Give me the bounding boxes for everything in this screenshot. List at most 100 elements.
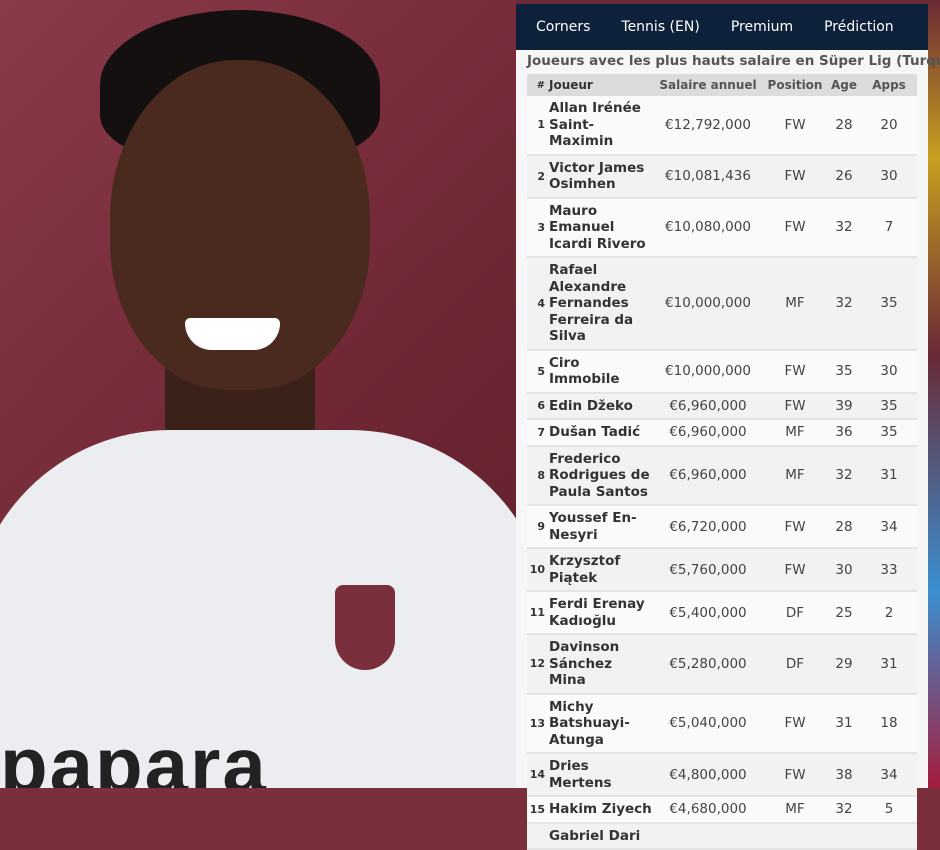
cell-age: 28	[827, 505, 861, 549]
cell-rank: 10	[527, 548, 549, 592]
table-row[interactable]: 4 Rafael Alexandre Fernandes Ferreira da …	[527, 257, 917, 351]
cell-rank: 6	[527, 392, 549, 420]
cell-salary	[653, 822, 763, 850]
cell-position: FW	[763, 197, 827, 258]
cell-position: MF	[763, 445, 827, 506]
cell-age: 30	[827, 548, 861, 592]
table-row[interactable]: 15 Hakim Ziyech €4,680,000 MF 32 5	[527, 796, 917, 824]
cell-rank: 15	[527, 796, 549, 824]
cell-apps	[861, 822, 917, 850]
cell-age: 31	[827, 693, 861, 754]
table-row[interactable]: 2 Victor James Osimhen €10,081,436 FW 26 30	[527, 154, 917, 199]
player-photo: papara	[0, 0, 516, 788]
table-row[interactable]: 12 Davinson Sánchez Mina €5,280,000 DF 29 31	[527, 634, 917, 695]
cell-player-name[interactable]: Gabriel Dari	[549, 822, 653, 850]
nav-premium[interactable]: Premium	[730, 19, 794, 35]
table-row[interactable]: 8 Frederico Rodrigues de Paula Santos €6,9…	[527, 445, 917, 506]
cell-salary: €4,680,000	[653, 796, 763, 824]
table-row[interactable]: 9 Youssef En-Nesyri €6,720,000 FW 28 34	[527, 505, 917, 549]
cell-salary: €4,800,000	[653, 753, 763, 797]
cell-salary: €10,080,000	[653, 197, 763, 258]
salary-table: # Joueur Salaire annuel Position Age App…	[527, 74, 917, 850]
header-position[interactable]: Position	[763, 74, 827, 96]
club-crest-icon	[335, 585, 395, 670]
cell-position: DF	[763, 634, 827, 695]
cell-position: MF	[763, 419, 827, 447]
cell-rank: 1	[527, 96, 549, 156]
table-row[interactable]: 3 Mauro Emanuel Icardi Rivero €10,080,000 F…	[527, 197, 917, 258]
cell-apps: 35	[861, 419, 917, 447]
nav-prediction[interactable]: Prédiction	[824, 19, 894, 35]
nav-corners[interactable]: Corners	[536, 19, 591, 35]
cell-age: 32	[827, 796, 861, 824]
cell-player-name[interactable]: Frederico Rodrigues de Paula Santos	[549, 445, 653, 506]
cell-player-name[interactable]: Dušan Tadić	[549, 419, 653, 447]
cell-age: 36	[827, 419, 861, 447]
table-row[interactable]: 6 Edin Džeko €6,960,000 FW 39 35	[527, 392, 917, 420]
header-rank[interactable]: #	[527, 74, 549, 96]
table-row[interactable]: 11 Ferdi Erenay Kadıoğlu €5,400,000 DF 25 2	[527, 591, 917, 635]
cell-rank: 12	[527, 634, 549, 695]
cell-player-name[interactable]: Ferdi Erenay Kadıoğlu	[549, 591, 653, 635]
cell-player-name[interactable]: Ciro Immobile	[549, 349, 653, 394]
cell-player-name[interactable]: Michy Batshuayi-Atunga	[549, 693, 653, 754]
cell-position	[763, 822, 827, 850]
cell-player-name[interactable]: Hakim Ziyech	[549, 796, 653, 824]
header-apps[interactable]: Apps	[861, 74, 917, 96]
background-edge	[928, 0, 940, 788]
cell-player-name[interactable]: Rafael Alexandre Fernandes Ferreira da S…	[549, 257, 653, 351]
cell-player-name[interactable]: Dries Mertens	[549, 753, 653, 797]
table-title: Joueurs avec les plus hauts salaire en S…	[527, 53, 940, 69]
cell-age: 35	[827, 349, 861, 394]
cell-position: FW	[763, 96, 827, 156]
table-row[interactable]: 5 Ciro Immobile €10,000,000 FW 35 30	[527, 349, 917, 394]
header-player[interactable]: Joueur	[549, 74, 653, 96]
cell-age: 25	[827, 591, 861, 635]
cell-apps: 35	[861, 257, 917, 351]
cell-rank: 11	[527, 591, 549, 635]
nav-bar: Corners Tennis (EN) Premium Prédiction	[516, 4, 928, 50]
cell-position: FW	[763, 392, 827, 420]
nav-tennis[interactable]: Tennis (EN)	[621, 19, 700, 35]
cell-position: FW	[763, 693, 827, 754]
header-salary[interactable]: Salaire annuel	[653, 74, 763, 96]
cell-salary: €6,960,000	[653, 419, 763, 447]
table-row[interactable]: 1 Allan Irénée Saint-Maximin €12,792,000 FW…	[527, 96, 917, 156]
cell-player-name[interactable]: Krzysztof Piątek	[549, 548, 653, 592]
cell-player-name[interactable]: Youssef En-Nesyri	[549, 505, 653, 549]
cell-age: 29	[827, 634, 861, 695]
table-row[interactable]: 13 Michy Batshuayi-Atunga €5,040,000 FW 31 18	[527, 693, 917, 754]
cell-rank: 14	[527, 753, 549, 797]
cell-age: 28	[827, 96, 861, 156]
cell-rank: 9	[527, 505, 549, 549]
cell-position: FW	[763, 753, 827, 797]
table-row[interactable]: 10 Krzysztof Piątek €5,760,000 FW 30 33	[527, 548, 917, 592]
cell-player-name[interactable]: Davinson Sánchez Mina	[549, 634, 653, 695]
cell-position: DF	[763, 591, 827, 635]
cell-apps: 30	[861, 154, 917, 199]
cell-salary: €6,960,000	[653, 392, 763, 420]
cell-position: MF	[763, 257, 827, 351]
cell-salary: €10,000,000	[653, 257, 763, 351]
panel-top-edge	[516, 0, 928, 4]
cell-salary: €5,280,000	[653, 634, 763, 695]
header-age[interactable]: Age	[827, 74, 861, 96]
cell-age: 39	[827, 392, 861, 420]
cell-rank: 2	[527, 154, 549, 199]
cell-rank: 8	[527, 445, 549, 506]
cell-apps: 31	[861, 634, 917, 695]
cell-player-name[interactable]: Mauro Emanuel Icardi Rivero	[549, 197, 653, 258]
cell-apps: 5	[861, 796, 917, 824]
cell-apps: 33	[861, 548, 917, 592]
table-row[interactable]: 14 Dries Mertens €4,800,000 FW 38 34	[527, 753, 917, 797]
cell-position: MF	[763, 796, 827, 824]
cell-rank: 13	[527, 693, 549, 754]
cell-age: 26	[827, 154, 861, 199]
cell-player-name[interactable]: Allan Irénée Saint-Maximin	[549, 96, 653, 156]
cell-player-name[interactable]: Victor James Osimhen	[549, 154, 653, 199]
cell-rank: 3	[527, 197, 549, 258]
cell-player-name[interactable]: Edin Džeko	[549, 392, 653, 420]
table-row[interactable]: 7 Dušan Tadić €6,960,000 MF 36 35	[527, 419, 917, 447]
table-row[interactable]: Gabriel Dari	[527, 822, 917, 850]
cell-apps: 34	[861, 505, 917, 549]
